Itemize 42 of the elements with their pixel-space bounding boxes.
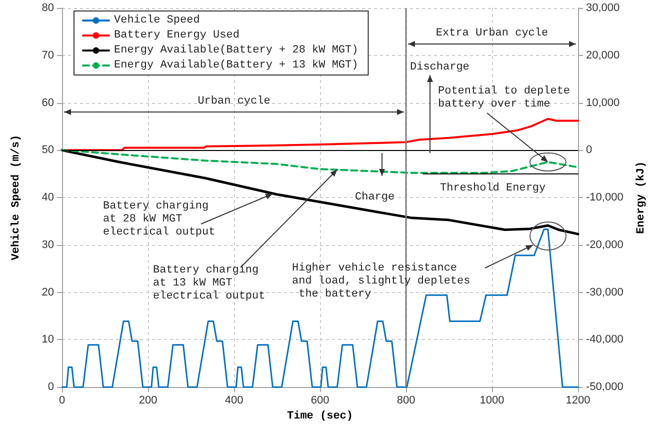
y2-tick-label: 30,000 — [586, 2, 620, 14]
y-tick-label: 60 — [42, 96, 54, 109]
y-tick-label: 80 — [42, 2, 54, 14]
x-tick-label: 400 — [224, 394, 244, 407]
annotation: Discharge — [410, 62, 470, 74]
y2-tick-label: -50,000 — [586, 381, 624, 394]
y2-tick-label: 10,000 — [586, 96, 620, 109]
annotation: Threshold Energy — [440, 182, 546, 194]
y2-axis-title: Energy (kJ) — [636, 161, 648, 234]
x-tick-label: 800 — [396, 394, 416, 407]
y-tick-label: 20 — [42, 286, 54, 298]
y-axis-title: Vehicle Speed (m/s) — [10, 134, 22, 260]
x-tick-label: 0 — [58, 394, 66, 407]
y2-tick-label: -10,000 — [586, 192, 624, 204]
annotation: Extra Urban cycle — [436, 28, 548, 40]
legend-label: Energy Available(Battery + 28 kW MGT) — [114, 44, 358, 56]
annotation: Urban cycle — [198, 96, 270, 108]
y2-tick-label: -30,000 — [586, 286, 624, 298]
legend-label: Battery Energy Used — [114, 30, 240, 42]
y2-tick-label: -20,000 — [586, 238, 624, 251]
annotation: Potential to deplete battery over time — [438, 86, 577, 110]
legend-label: Vehicle Speed — [114, 14, 200, 26]
x-tick-label: 600 — [310, 394, 330, 407]
x-tick-label: 1000 — [480, 394, 504, 407]
annotation: Charge — [355, 192, 395, 204]
y-tick-label: 30 — [42, 238, 54, 251]
y2-tick-label: -40,000 — [586, 334, 624, 346]
legend-label: Energy Available(Battery + 13 kW MGT) — [114, 60, 358, 72]
annotation: Battery charging at 28 kW MGT electrical output — [103, 200, 216, 238]
x-tick-label: 200 — [138, 394, 158, 407]
line-series — [61, 149, 579, 174]
y-tick-label: 70 — [42, 49, 54, 62]
y-tick-label: 0 — [48, 381, 54, 394]
x-tick-label: 1200 — [566, 394, 590, 407]
line-series — [61, 118, 579, 152]
x-axis-title: Time (sec) — [286, 410, 354, 422]
y2-tick-label: 20,000 — [586, 49, 620, 62]
y2-tick-label: 0 — [586, 144, 592, 156]
y-tick-label: 10 — [42, 334, 54, 346]
y-tick-label: 40 — [42, 192, 54, 204]
annotation: Battery charging at 13 kW MGT electrical output — [153, 264, 266, 302]
y-tick-label: 50 — [42, 144, 54, 156]
